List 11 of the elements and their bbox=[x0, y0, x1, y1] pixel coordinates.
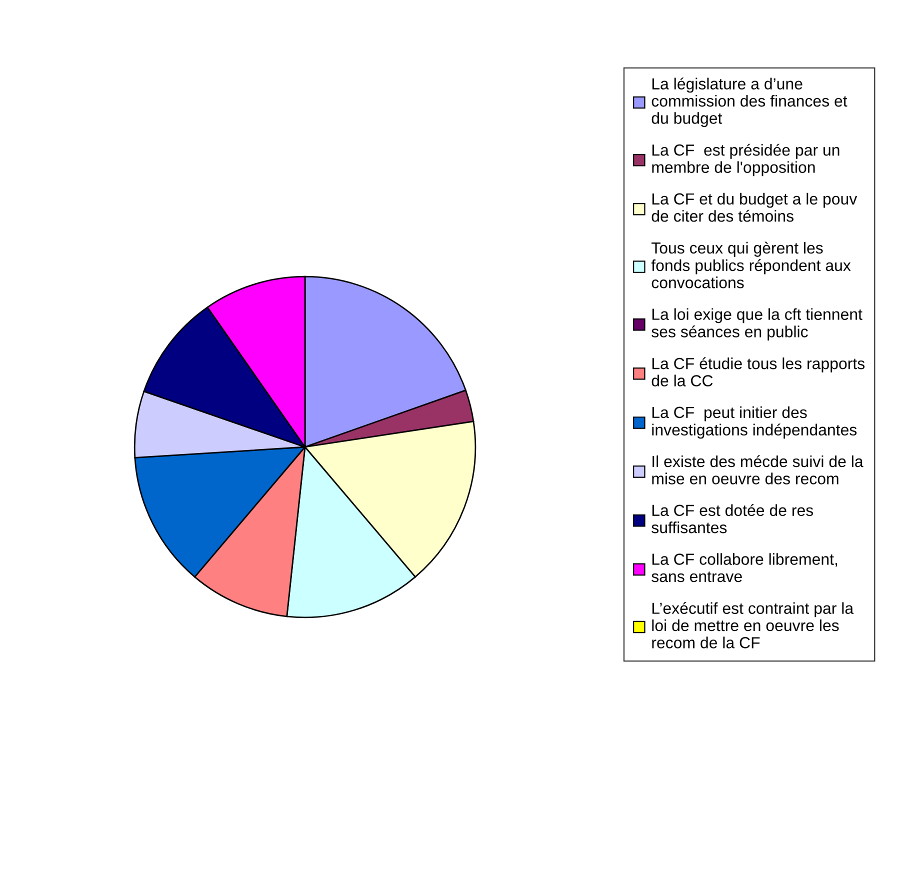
legend-label: Tous ceux qui gèrent les fonds publics répondent aux convocations bbox=[651, 242, 851, 288]
legend-label: La CF collabore librement, sans entrave bbox=[652, 553, 838, 582]
legend-label: La CF étudie tous les rapports de la CC bbox=[652, 357, 865, 386]
legend-label: Il existe des mécde suivi de la mise en oeuvre des recom bbox=[652, 455, 864, 484]
legend-label: La CF est dotée de res suffisantes bbox=[652, 504, 814, 534]
legend-label: L’exécutif est contraint par la loi de mettre en oeuvre les recom de la CF bbox=[652, 602, 854, 648]
legend-label: La loi exige que la cft tiennent ses séances en public bbox=[652, 308, 862, 341]
legend-label: La CF est présidée par un membre de l'opposition bbox=[652, 144, 840, 176]
legend-label: La législature a d’une commission des finances et du budget bbox=[652, 78, 848, 128]
legend-label: La CF peut initier des investigations indépendantes bbox=[652, 406, 857, 439]
legend-label: La CF et du budget a le pouv de citer des témoins bbox=[652, 192, 858, 222]
